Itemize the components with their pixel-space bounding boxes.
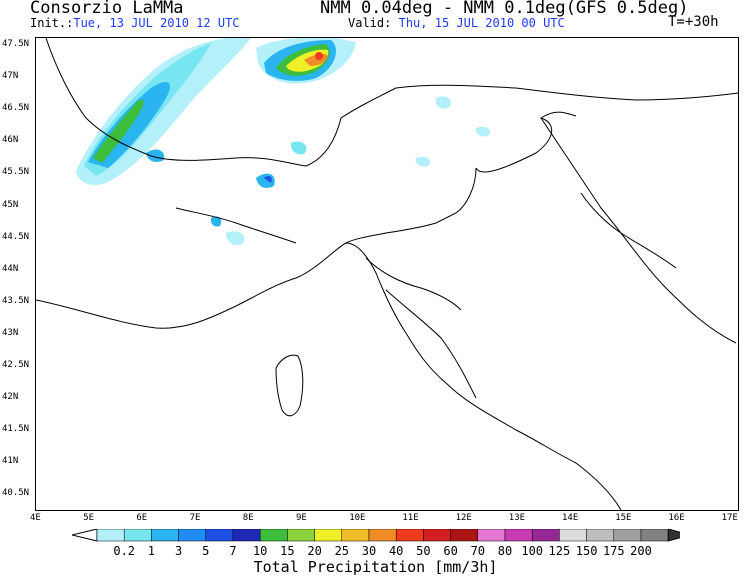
longitude-label: 12E: [455, 513, 472, 523]
colorbar-tick-label: 15: [280, 544, 295, 558]
longitude-label: 15E: [615, 513, 632, 523]
longitude-label: 5E: [83, 513, 95, 523]
colorbar-swatch: [613, 529, 642, 542]
colorbar-swatch: [205, 529, 234, 542]
colorbar-swatch: [123, 529, 152, 542]
init-label: Init.:: [30, 16, 74, 30]
colorbar-tick-label: 30: [361, 544, 377, 558]
longitude-label: 17E: [721, 513, 738, 523]
colorbar-swatch: [395, 529, 424, 542]
latitude-label: 44N: [2, 263, 19, 274]
latitude-label: 42N: [2, 392, 19, 403]
colorbar-swatch: [477, 529, 506, 542]
colorbar-tick-label: 200: [630, 544, 652, 558]
longitude-label: 4E: [30, 513, 41, 523]
latitude-label: 46N: [2, 135, 19, 146]
latitude-label: 45.5N: [2, 167, 30, 178]
precipitation-map: [35, 37, 739, 511]
latitude-label: 44.5N: [2, 231, 30, 242]
valid-time: Valid: Thu, 15 JUL 2010 00 UTC: [348, 16, 565, 30]
colorbar-swatch: [178, 529, 207, 542]
colorbar-tick-label: 5: [202, 544, 210, 558]
init-value: Tue, 13 JUL 2010 12 UTC: [73, 16, 240, 30]
colorbar-swatch: [151, 529, 179, 542]
valid-value: Thu, 15 JUL 2010 00 UTC: [398, 16, 565, 30]
organization-title: Consorzio LaMMa: [30, 0, 184, 18]
colorbar-tick-label: 0.2: [113, 544, 136, 558]
colorbar-tick-label: 10: [252, 544, 268, 558]
latitude-label: 43N: [2, 327, 19, 338]
longitude-label: 13E: [508, 513, 526, 523]
latitude-label: 40.5N: [2, 488, 30, 499]
colorbar-tick-label: 20: [307, 544, 322, 558]
precipitation-field: [76, 38, 491, 246]
legend-title: Total Precipitation [mm/3h]: [253, 558, 498, 576]
latitude-label: 45N: [2, 199, 19, 210]
coastlines-and-borders: [36, 38, 738, 510]
colorbar-swatch: [314, 529, 343, 542]
colorbar-swatch: [368, 529, 397, 542]
valid-label: Valid:: [348, 16, 392, 30]
colorbar-swatch: [96, 529, 125, 542]
longitude-label: 16E: [668, 513, 685, 523]
colorbar-swatch: [232, 529, 261, 542]
colorbar-tick-label: 100: [521, 544, 544, 558]
latitude-label: 46.5N: [2, 103, 30, 114]
longitude-label: 10E: [349, 513, 366, 523]
latitude-label: 41N: [2, 456, 19, 467]
longitude-label: 7E: [189, 513, 201, 523]
colorbar-tick-label: 125: [548, 544, 571, 558]
longitude-label: 9E: [296, 513, 307, 523]
longitude-label: 6E: [136, 513, 148, 523]
colorbar-under-triangle: [72, 529, 98, 542]
lead-time: T=+30h: [668, 14, 719, 30]
init-time: Init.:Tue, 13 JUL 2010 12 UTC: [30, 16, 240, 30]
colorbar-swatch: [531, 529, 560, 542]
map-canvas: [36, 38, 738, 510]
latitude-label: 41.5N: [2, 424, 30, 435]
latitude-label: 43.5N: [2, 295, 30, 306]
colorbar-tick-label: 175: [602, 544, 625, 558]
colorbar-swatch: [640, 529, 669, 542]
colorbar-swatch: [287, 529, 315, 542]
colorbar-tick-label: 40: [388, 544, 404, 558]
longitude-label: 8E: [242, 513, 254, 523]
latitude-label: 47N: [2, 71, 19, 82]
colorbar-swatch: [423, 529, 451, 542]
colorbar-tick-label: 150: [575, 544, 598, 558]
colorbar-tick-label: 7: [229, 544, 237, 558]
colorbar-swatch: [259, 529, 288, 542]
colorbar-swatch: [504, 529, 533, 542]
colorbar-tick-label: 1: [147, 544, 156, 558]
colorbar-swatch: [450, 529, 479, 542]
longitude-label: 11E: [402, 513, 419, 523]
colorbar-tick-label: 25: [334, 544, 350, 558]
colorbar-tick-label: 70: [470, 544, 486, 558]
model-title: NMM 0.04deg - NMM 0.1deg(GFS 0.5deg): [320, 0, 689, 18]
colorbar-swatch: [341, 529, 370, 542]
latitude-label: 42.5N: [2, 360, 30, 370]
latitude-label: 47.5N: [2, 39, 30, 49]
colorbar-over-triangle: [667, 529, 680, 542]
colorbar-tick-label: 80: [497, 544, 513, 558]
colorbar-swatch: [586, 529, 615, 542]
colorbar: [72, 529, 680, 542]
colorbar-swatch: [559, 529, 587, 542]
colorbar-tick-label: 3: [174, 544, 183, 558]
longitude-label: 14E: [562, 513, 579, 523]
colorbar-tick-label: 60: [443, 544, 458, 558]
colorbar-tick-label: 50: [416, 544, 431, 558]
